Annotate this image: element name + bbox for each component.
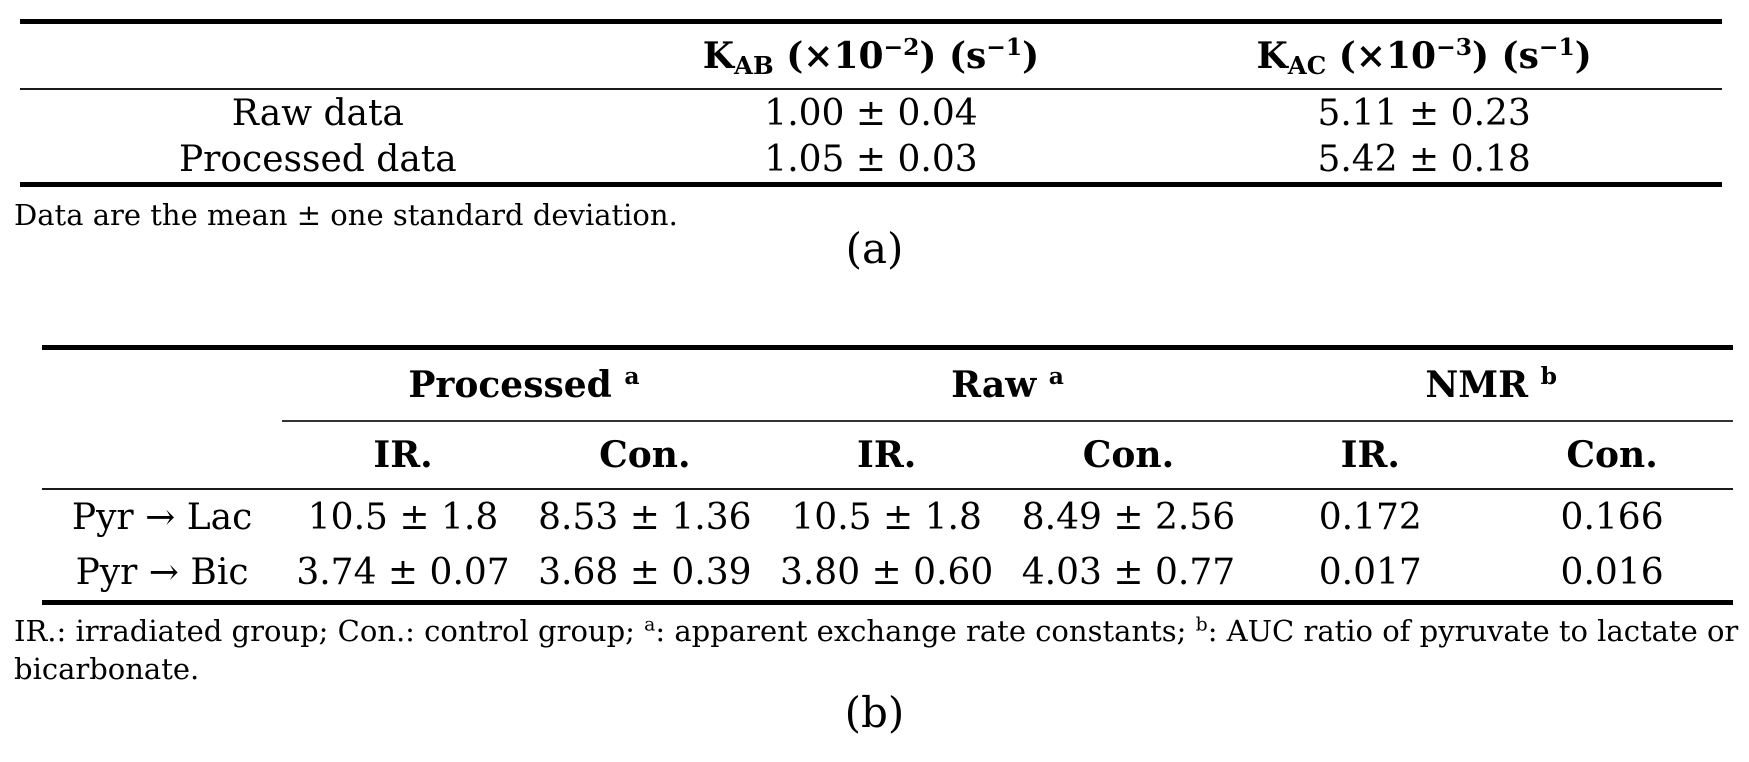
- kac-unit-exponent: −1: [1538, 33, 1575, 62]
- table-a-header-kac: KAC (×10−3) (s−1): [1126, 21, 1722, 90]
- kab-unit-exponent: −1: [986, 33, 1023, 62]
- kac-exponent: −3: [1436, 33, 1472, 62]
- footnote-marker-b: b: [1195, 614, 1208, 636]
- table-a-row-processed: Processed data 1.05 ± 0.03 5.42 ± 0.18: [20, 136, 1722, 185]
- row-label: Raw data: [231, 92, 404, 134]
- group-header-raw: Raw a: [765, 347, 1250, 422]
- value-cell: 1.05 ± 0.03: [764, 138, 978, 180]
- footnote-marker-a: a: [624, 362, 640, 391]
- value-cell: 8.49 ± 2.56: [1021, 497, 1236, 538]
- table-a-header-row: KAB (×10−2) (s−1) KAC (×10−3) (s−1): [20, 21, 1722, 90]
- value-cell: 10.5 ± 1.8: [791, 497, 982, 538]
- subheader-con: Con.: [523, 421, 766, 490]
- value-cell: 4.03 ± 0.77: [1021, 552, 1236, 593]
- row-label: Processed data: [178, 138, 457, 180]
- value-cell: 3.74 ± 0.07: [296, 552, 510, 593]
- table-b-subheader-row: IR. Con. IR. Con. IR. Con.: [42, 421, 1733, 490]
- value-cell: 10.5 ± 1.8: [307, 497, 499, 538]
- subheader-ir: IR.: [282, 421, 524, 490]
- value-cell: 0.166: [1560, 497, 1664, 538]
- value-cell: 8.53 ± 1.36: [538, 497, 752, 538]
- table-a-corner-cell: [20, 21, 616, 90]
- kac-symbol: K: [1256, 35, 1288, 77]
- table-a-header-kab: KAB (×10−2) (s−1): [615, 21, 1127, 90]
- table-b-group-header-row: Processed a Raw a NMR b: [42, 347, 1733, 422]
- value-cell: 0.017: [1318, 552, 1422, 593]
- kac-subscript: AC: [1287, 51, 1327, 81]
- table-b: Processed a Raw a NMR b IR. Con. IR. Con…: [42, 345, 1733, 605]
- kab-exponent: −2: [883, 33, 920, 62]
- table-b-footnote: IR.: irradiated group; Con.: control gro…: [14, 614, 1739, 687]
- row-label: Pyr → Bic: [75, 552, 249, 593]
- footnote-marker-a: a: [644, 614, 656, 636]
- table-b-corner-cell: [42, 348, 282, 422]
- group-header-processed: Processed a: [282, 347, 766, 422]
- value-cell: 3.68 ± 0.39: [538, 552, 752, 593]
- table-b-caption: (b): [844, 688, 905, 737]
- value-cell: 3.80 ± 0.60: [779, 552, 994, 593]
- subheader-con: Con.: [1007, 421, 1250, 490]
- value-cell: 0.016: [1560, 552, 1664, 593]
- footnote-marker-a: a: [1048, 362, 1064, 391]
- subheader-con: Con.: [1491, 421, 1733, 490]
- table-a-row-raw: Raw data 1.00 ± 0.04 5.11 ± 0.23: [20, 89, 1722, 136]
- value-cell: 1.00 ± 0.04: [764, 92, 978, 134]
- table-a: KAB (×10−2) (s−1) KAC (×10−3) (s−1) Raw …: [20, 19, 1722, 187]
- value-cell: 5.42 ± 0.18: [1317, 138, 1531, 180]
- table-a-footnote: Data are the mean ± one standard deviati…: [14, 198, 678, 232]
- table-b-subheader-empty: [42, 421, 283, 490]
- table-b-row-pyr-bic: Pyr → Bic 3.74 ± 0.07 3.68 ± 0.39 3.80 ±…: [42, 545, 1733, 603]
- kab-subscript: AB: [734, 51, 774, 81]
- value-cell: 5.11 ± 0.23: [1317, 92, 1531, 134]
- kab-symbol: K: [702, 35, 735, 77]
- subheader-ir: IR.: [1249, 421, 1492, 490]
- table-a-caption: (a): [845, 224, 904, 273]
- subheader-ir: IR.: [765, 421, 1008, 490]
- table-b-row-pyr-lac: Pyr → Lac 10.5 ± 1.8 8.53 ± 1.36 10.5 ± …: [42, 489, 1733, 545]
- group-header-nmr: NMR b: [1249, 347, 1733, 422]
- value-cell: 0.172: [1318, 497, 1422, 538]
- row-label: Pyr → Lac: [71, 497, 253, 538]
- footnote-marker-b: b: [1540, 362, 1557, 391]
